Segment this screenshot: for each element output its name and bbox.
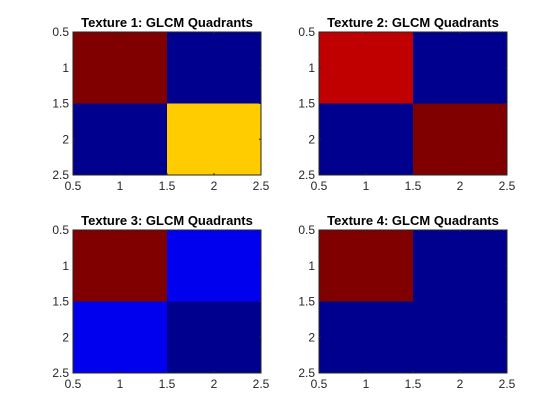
cell-r2-c2 [413, 103, 507, 175]
x-tick-label: 2 [457, 377, 464, 391]
cell-r1-c1 [319, 32, 413, 104]
x-tick-label: 2.5 [499, 179, 516, 193]
y-tick-label: 1.5 [52, 295, 69, 309]
cell-r1-c2 [167, 32, 261, 104]
subplot-title: Texture 3: GLCM Quadrants [81, 213, 253, 228]
x-tick-label: 0.5 [311, 179, 328, 193]
x-tick-label: 0.5 [65, 179, 82, 193]
cell-r2-c1 [319, 301, 413, 373]
cell-r1-c2 [413, 230, 507, 302]
x-tick-label: 2.5 [499, 377, 516, 391]
y-tick-label: 1.5 [298, 295, 315, 309]
x-tick-label: 0.5 [65, 377, 82, 391]
y-tick-label: 2 [62, 330, 69, 344]
x-tick-label: 1 [363, 179, 370, 193]
cell-r2-c2 [413, 301, 507, 373]
y-tick-label: 2.5 [52, 168, 69, 182]
cell-r2-c2 [167, 103, 261, 175]
x-tick-label: 2.5 [253, 179, 270, 193]
y-tick-label: 1 [62, 61, 69, 75]
y-tick-label: 2 [308, 330, 315, 344]
cell-r2-c1 [73, 103, 167, 175]
y-tick-label: 1 [308, 61, 315, 75]
cell-r2-c1 [319, 103, 413, 175]
x-tick-label: 0.5 [311, 377, 328, 391]
y-tick-label: 2.5 [298, 366, 315, 380]
x-tick-label: 1.5 [159, 179, 176, 193]
y-tick-label: 1.5 [298, 97, 315, 111]
x-tick-label: 1.5 [405, 179, 422, 193]
cell-r1-c1 [319, 230, 413, 302]
y-tick-label: 2.5 [52, 366, 69, 380]
subplot-title: Texture 1: GLCM Quadrants [81, 15, 253, 30]
cell-r2-c2 [167, 301, 261, 373]
y-tick-label: 1.5 [52, 97, 69, 111]
subplot-title: Texture 4: GLCM Quadrants [327, 213, 499, 228]
x-tick-label: 1 [117, 179, 124, 193]
y-tick-label: 0.5 [298, 25, 315, 39]
y-tick-label: 2 [62, 132, 69, 146]
x-tick-label: 2 [211, 179, 218, 193]
cell-r1-c1 [73, 32, 167, 104]
cell-r1-c2 [413, 32, 507, 104]
x-tick-label: 1.5 [159, 377, 176, 391]
y-tick-label: 1 [308, 259, 315, 273]
x-tick-label: 2 [457, 179, 464, 193]
y-tick-label: 0.5 [52, 25, 69, 39]
x-tick-label: 1 [363, 377, 370, 391]
x-tick-label: 1 [117, 377, 124, 391]
x-tick-label: 2.5 [253, 377, 270, 391]
y-tick-label: 0.5 [52, 223, 69, 237]
x-tick-label: 2 [211, 377, 218, 391]
y-tick-label: 2 [308, 132, 315, 146]
y-tick-label: 2.5 [298, 168, 315, 182]
cell-r2-c1 [73, 301, 167, 373]
subplot-title: Texture 2: GLCM Quadrants [327, 15, 499, 30]
x-tick-label: 1.5 [405, 377, 422, 391]
y-tick-label: 0.5 [298, 223, 315, 237]
cell-r1-c1 [73, 230, 167, 302]
cell-r1-c2 [167, 230, 261, 302]
y-tick-label: 1 [62, 259, 69, 273]
